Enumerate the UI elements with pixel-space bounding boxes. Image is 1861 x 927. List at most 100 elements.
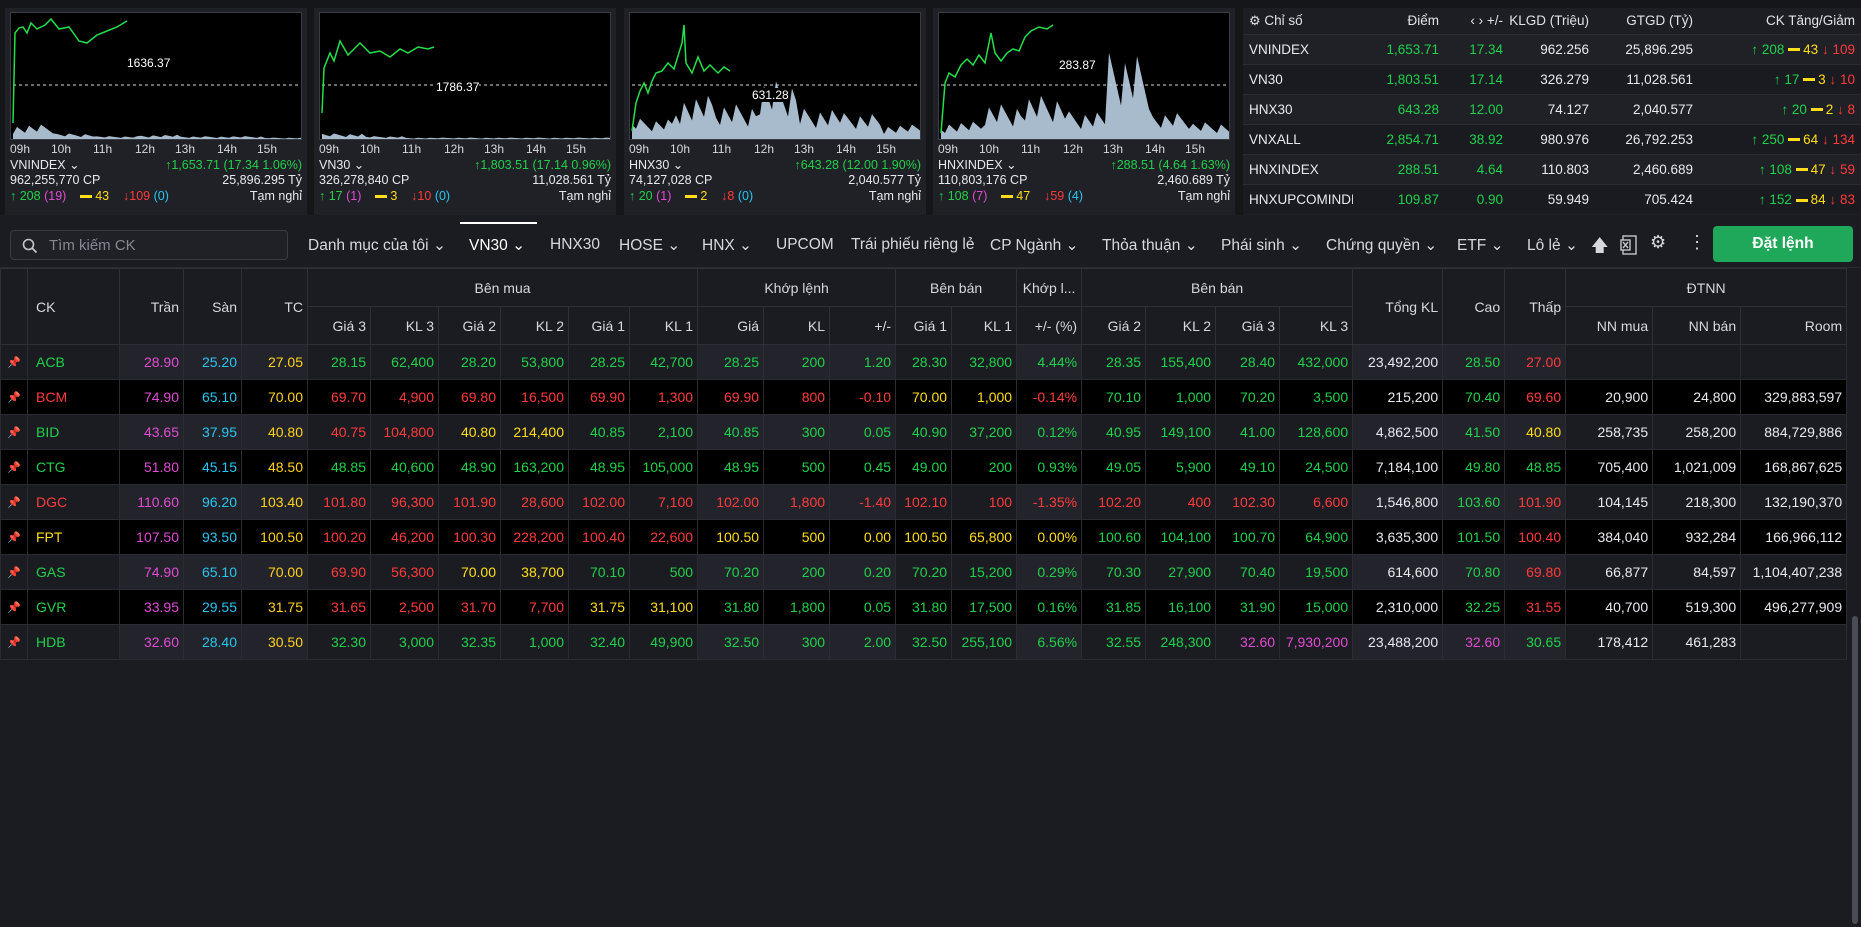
table-row[interactable]: 📌 CTG 51.80 45.15 48.50 48.85 40,600 48.90 163,2… — [0, 449, 1848, 485]
header-skl3[interactable]: KL 3 — [1279, 306, 1354, 345]
table-row[interactable]: 📌 ACB 28.90 25.20 27.05 28.15 62,400 28.20 53,80… — [0, 344, 1848, 380]
gear-icon[interactable]: ⚙ — [1249, 12, 1261, 28]
header-g3[interactable]: Giá 3 — [307, 306, 371, 345]
header-kl3[interactable]: KL 3 — [370, 306, 439, 345]
tab-etf[interactable]: ETF ⌄ — [1457, 236, 1504, 255]
tab-hnx30[interactable]: HNX30 — [550, 236, 600, 253]
table-row[interactable]: 📌 GVR 33.95 29.55 31.75 31.65 2,500 31.70 7,700 3… — [0, 589, 1848, 625]
index-row[interactable]: VNINDEX 1,653.71 17.34 962.256 25,896.295 ↑ 2… — [1243, 33, 1861, 64]
index-summary-line: VNINDEX ⌄ ↑1,653.71 (17.34 1.06%) — [10, 157, 302, 173]
place-order-button[interactable]: Đặt lệnh — [1713, 226, 1853, 262]
tab-cp-nganh[interactable]: CP Ngành ⌄ — [990, 236, 1079, 255]
search-box[interactable] — [10, 230, 288, 260]
pin-icon[interactable]: 📌 — [0, 379, 28, 415]
header-kl1[interactable]: KL 1 — [628, 306, 699, 345]
pin-icon[interactable]: 📌 — [0, 414, 28, 450]
cell-sym[interactable]: GVR — [27, 589, 120, 625]
table-row[interactable]: 📌 DGC 110.60 96.20 103.40 101.80 96,300 101.90 2… — [0, 484, 1848, 520]
pin-icon[interactable]: 📌 — [0, 449, 28, 485]
tab-phai-sinh[interactable]: Phái sinh ⌄ — [1221, 236, 1302, 255]
header-mkl[interactable]: KL — [763, 306, 831, 345]
index-selector[interactable]: VNINDEX ⌄ — [10, 157, 80, 173]
mini-chart-hnxindex[interactable]: 283.87 09h 10h 11h 12h 13h 14h 15h HNXINDEX ⌄ ↑28… — [933, 8, 1235, 215]
mini-chart-hnx30[interactable]: 631.28 09h 10h 11h 12h 13h 14h 15h HNX30 ⌄ ↑643.2… — [624, 8, 926, 215]
tab-thoa-thuan[interactable]: Thỏa thuận ⌄ — [1102, 236, 1198, 255]
more-vertical-icon[interactable]: ⋮ — [1688, 232, 1706, 252]
index-row[interactable]: VN30 1,803.51 17.14 326.279 11,028.561 ↑ 17 3… — [1243, 63, 1861, 94]
scrollbar-thumb[interactable] — [1852, 616, 1858, 924]
search-input[interactable] — [49, 237, 269, 254]
index-row[interactable]: HNXINDEX 288.51 4.64 110.803 2,460.689 ↑ 108 … — [1243, 153, 1861, 184]
header-san[interactable]: Sàn — [183, 268, 242, 345]
pin-icon[interactable]: 📌 — [0, 344, 28, 380]
header-thap[interactable]: Thấp — [1504, 268, 1567, 345]
header-sg3[interactable]: Giá 3 — [1215, 306, 1281, 345]
header-sg2[interactable]: Giá 2 — [1081, 306, 1147, 345]
header-nnb[interactable]: NN bán — [1652, 306, 1742, 345]
mini-chart-vn30[interactable]: 1786.37 09h 10h 11h 12h 13h 14h 15h VN30 ⌄ ↑1,803… — [314, 8, 616, 215]
cell-sym[interactable]: BID — [27, 414, 120, 450]
index-selector[interactable]: HNXINDEX ⌄ — [938, 157, 1017, 173]
tab-lo-le[interactable]: Lô lẻ ⌄ — [1527, 236, 1578, 255]
cell-mp: 70.20 — [697, 554, 765, 590]
table-row[interactable]: 📌 HDB 32.60 28.40 30.50 32.30 3,000 32.35 1,000 3… — [0, 624, 1848, 660]
pin-icon[interactable]: 📌 — [0, 589, 28, 625]
cell-sym[interactable]: GAS — [27, 554, 120, 590]
header-sg1[interactable]: Giá 1 — [895, 306, 953, 345]
header-pct[interactable]: +/- (%) — [1016, 306, 1083, 345]
index-header-volume[interactable]: KLGD (Triệu) — [1509, 8, 1595, 34]
cell-sym[interactable]: HDB — [27, 624, 120, 660]
tab-vn30[interactable]: VN30 ⌄ — [469, 236, 525, 255]
header-g1[interactable]: Giá 1 — [568, 306, 630, 345]
cell-sym[interactable]: FPT — [27, 519, 120, 555]
header-nnm[interactable]: NN mua — [1565, 306, 1654, 345]
pin-icon[interactable]: 📌 — [0, 624, 28, 660]
tab-hnx[interactable]: HNX ⌄ — [702, 236, 752, 255]
pin-icon[interactable]: 📌 — [0, 484, 28, 520]
tab-danh-muc[interactable]: Danh mục của tôi ⌄ — [308, 236, 446, 255]
table-row[interactable]: 📌 BCM 74.90 65.10 70.00 69.70 4,900 69.80 16,500… — [0, 379, 1848, 415]
tab-hose[interactable]: HOSE ⌄ — [619, 236, 680, 255]
cell-sym[interactable]: ACB — [27, 344, 120, 380]
pin-icon[interactable]: 📌 — [0, 554, 28, 590]
index-header-point[interactable]: Điểm — [1353, 8, 1445, 34]
header-tran[interactable]: Trần — [119, 268, 184, 345]
reference-value-label: 283.87 — [1059, 58, 1096, 72]
header-ck[interactable]: CK — [27, 268, 120, 345]
advance-count: 20 — [638, 189, 653, 203]
header-room[interactable]: Room — [1740, 306, 1848, 345]
cell-sym[interactable]: DGC — [27, 484, 120, 520]
header-g2[interactable]: Giá 2 — [438, 306, 501, 345]
pin-icon[interactable]: 📌 — [0, 519, 28, 555]
cell-sym[interactable]: BCM — [27, 379, 120, 415]
mini-chart-vnindex[interactable]: 1636.37 09h 10h 11h 12h 13h 14h 15h VNINDEX ⌄ ↑1,… — [5, 8, 307, 215]
index-selector[interactable]: HNX30 ⌄ — [629, 157, 683, 173]
cell-sym[interactable]: CTG — [27, 449, 120, 485]
tab-trai-phieu[interactable]: Trái phiếu riêng lẻ — [851, 236, 975, 253]
header-skl1[interactable]: KL 1 — [951, 306, 1018, 345]
vertical-scrollbar[interactable] — [1849, 614, 1861, 927]
header-mp[interactable]: Giá — [697, 306, 765, 345]
header-cao[interactable]: Cao — [1442, 268, 1506, 345]
arrow-up-icon[interactable]: 🡅 — [1591, 236, 1609, 255]
tab-chung-quyen[interactable]: Chứng quyền ⌄ — [1326, 236, 1437, 255]
settings-icon[interactable]: ⚙ — [1650, 232, 1667, 252]
cell-s1: 70.00 — [895, 379, 953, 415]
tab-upcom[interactable]: UPCOM — [776, 236, 834, 253]
index-selector[interactable]: VN30 ⌄ — [319, 157, 364, 173]
index-header-breadth[interactable]: CK Tăng/Giảm — [1699, 8, 1861, 34]
index-row[interactable]: VNXALL 2,854.71 38.92 980.976 26,792.253 ↑ 25… — [1243, 123, 1861, 154]
excel-icon[interactable] — [1620, 235, 1638, 255]
index-header-value[interactable]: GTGD (Tỷ) — [1595, 8, 1699, 34]
header-tc[interactable]: TC — [241, 268, 308, 345]
index-row[interactable]: HNX30 643.28 12.00 74.127 2,040.577 ↑ 20 2 ↓ … — [1243, 93, 1861, 124]
chevrons-icon[interactable]: ‹ › — [1470, 13, 1484, 29]
header-skl2[interactable]: KL 2 — [1145, 306, 1217, 345]
header-tong-kl[interactable]: Tổng KL — [1352, 268, 1444, 345]
table-row[interactable]: 📌 FPT 107.50 93.50 100.50 100.20 46,200 100.30 2… — [0, 519, 1848, 555]
header-kl2[interactable]: KL 2 — [500, 306, 569, 345]
header-mch[interactable]: +/- — [829, 306, 897, 345]
table-row[interactable]: 📌 GAS 74.90 65.10 70.00 69.90 56,300 70.00 38,70… — [0, 554, 1848, 590]
table-row[interactable]: 📌 BID 43.65 37.95 40.80 40.75 104,800 40.80 214,… — [0, 414, 1848, 450]
